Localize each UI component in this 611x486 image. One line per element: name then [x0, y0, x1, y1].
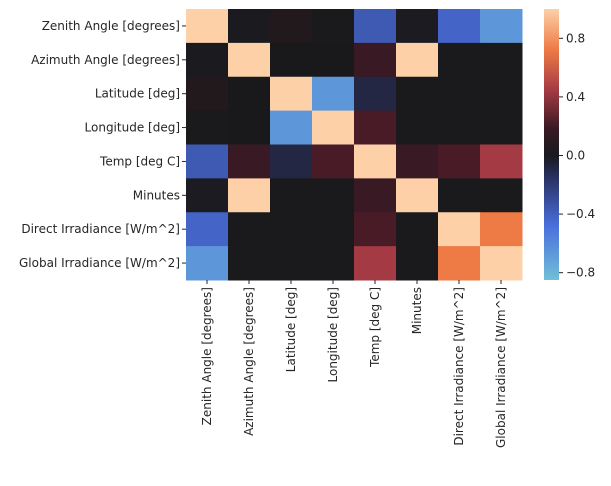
heatmap-cell — [186, 246, 229, 281]
heatmap-cell — [354, 178, 397, 213]
y-tick-label: Azimuth Angle [degrees] — [31, 53, 180, 67]
heatmap-cell — [186, 42, 229, 78]
heatmap-cell — [270, 110, 313, 145]
heatmap-cells — [186, 9, 523, 281]
heatmap-cell — [354, 144, 397, 179]
heatmap-cell — [396, 42, 439, 78]
heatmap-cell — [312, 76, 355, 112]
x-tick-label: Direct Irradiance [W/m^2] — [452, 287, 466, 446]
heatmap-cell — [312, 110, 355, 145]
y-tick-label: Global Irradiance [W/m^2] — [19, 256, 180, 270]
heatmap-cell — [480, 110, 523, 145]
heatmap-cell — [438, 246, 481, 281]
colorbar-gradient — [544, 9, 559, 280]
colorbar-tick-label: 0.0 — [566, 148, 585, 162]
heatmap-cell — [312, 246, 355, 281]
y-tick-label: Temp [deg C] — [99, 154, 180, 168]
y-tick-label: Direct Irradiance [W/m^2] — [21, 222, 180, 236]
heatmap-cell — [228, 76, 271, 112]
heatmap-cell — [228, 212, 271, 247]
heatmap-cell — [354, 246, 397, 281]
heatmap-cell — [228, 110, 271, 145]
x-tick-label: Latitude [deg] — [284, 287, 298, 372]
heatmap-cell — [438, 42, 481, 78]
heatmap-cell — [396, 9, 439, 44]
heatmap-cell — [396, 246, 439, 281]
heatmap-cell — [480, 178, 523, 213]
heatmap-cell — [312, 42, 355, 78]
heatmap-cell — [186, 9, 229, 44]
colorbar-tick-label: −0.8 — [566, 266, 595, 280]
heatmap-cell — [228, 42, 271, 78]
heatmap-cell — [186, 212, 229, 247]
colorbar-tick-label: −0.4 — [566, 207, 595, 221]
heatmap-cell — [354, 110, 397, 145]
heatmap-cell — [186, 144, 229, 179]
y-tick-label: Latitude [deg] — [95, 87, 180, 101]
heatmap-cell — [312, 9, 355, 44]
y-axis-tick-labels: Zenith Angle [degrees] Azimuth Angle [deg… — [19, 19, 186, 270]
heatmap-cell — [354, 9, 397, 44]
colorbar-tick-label: 0.8 — [566, 31, 585, 45]
heatmap-cell — [228, 178, 271, 213]
heatmap-cell — [312, 144, 355, 179]
x-tick-label: Minutes — [410, 287, 424, 334]
heatmap-cell — [480, 212, 523, 247]
heatmap-cell — [396, 76, 439, 112]
heatmap-cell — [480, 144, 523, 179]
heatmap-cell — [480, 9, 523, 44]
heatmap-cell — [438, 110, 481, 145]
heatmap-cell — [396, 110, 439, 145]
x-tick-label: Temp [deg C] — [368, 287, 382, 368]
heatmap-cell — [270, 76, 313, 112]
heatmap-cell — [438, 178, 481, 213]
heatmap-cell — [396, 212, 439, 247]
heatmap-cell — [396, 178, 439, 213]
heatmap-cell — [354, 42, 397, 78]
heatmap-cell — [186, 110, 229, 145]
colorbar-ticks: −0.8 −0.4 0.0 0.4 0.8 — [559, 31, 595, 280]
heatmap-cell — [480, 246, 523, 281]
heatmap-cell — [270, 178, 313, 213]
x-tick-label: Zenith Angle [degrees] — [200, 287, 214, 425]
heatmap-cell — [354, 212, 397, 247]
heatmap-cell — [480, 76, 523, 112]
x-tick-label: Global Irradiance [W/m^2] — [494, 287, 508, 448]
heatmap-cell — [438, 212, 481, 247]
heatmap-cell — [228, 246, 271, 281]
heatmap-cell — [270, 212, 313, 247]
heatmap-cell — [270, 9, 313, 44]
heatmap-cell — [228, 9, 271, 44]
x-tick-label: Azimuth Angle [degrees] — [242, 287, 256, 436]
y-tick-label: Minutes — [133, 188, 180, 202]
heatmap-cell — [438, 9, 481, 44]
heatmap-cell — [438, 144, 481, 179]
heatmap-cell — [312, 212, 355, 247]
colorbar-tick-label: 0.4 — [566, 90, 585, 104]
y-tick-label: Longitude [deg] — [85, 121, 180, 135]
colorbar: −0.8 −0.4 0.0 0.4 0.8 — [544, 9, 595, 280]
heatmap-cell — [438, 76, 481, 112]
heatmap-cell — [186, 76, 229, 112]
heatmap-cell — [354, 76, 397, 112]
heatmap-cell — [270, 42, 313, 78]
x-axis-tick-labels: Zenith Angle [degrees] Azimuth Angle [deg… — [200, 280, 508, 448]
y-tick-label: Zenith Angle [degrees] — [42, 19, 180, 33]
heatmap-cell — [312, 178, 355, 213]
heatmap-cell — [228, 144, 271, 179]
heatmap-cell — [270, 144, 313, 179]
heatmap-cell — [480, 42, 523, 78]
heatmap-cell — [270, 246, 313, 281]
x-tick-label: Longitude [deg] — [326, 287, 340, 382]
heatmap-cell — [396, 144, 439, 179]
heatmap-cell — [186, 178, 229, 213]
